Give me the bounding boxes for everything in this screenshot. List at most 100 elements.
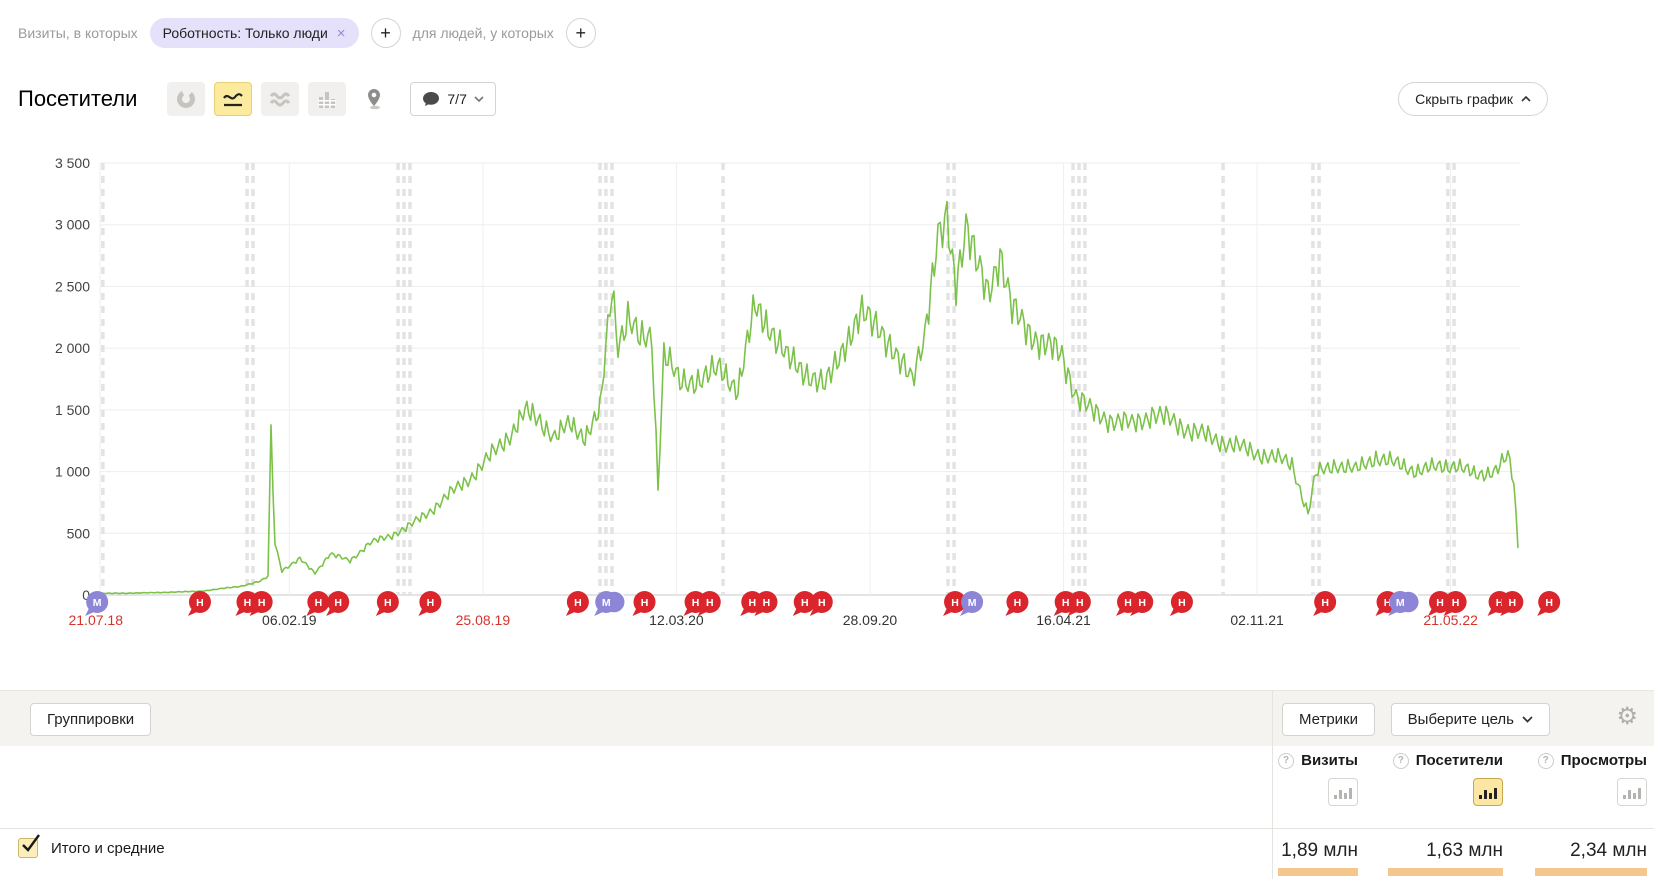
panel-divider: [1272, 690, 1273, 879]
comment-marker-letter: Н: [1496, 597, 1504, 609]
bar-chart-icon: [318, 92, 337, 108]
metric-header-pageviews: Просмотры: [1560, 752, 1647, 769]
map-view-button[interactable]: [355, 82, 393, 116]
y-axis-tick-label: 2 500: [55, 278, 90, 294]
bar-chart-type-button[interactable]: [308, 82, 347, 116]
comment-marker[interactable]: Н: [792, 591, 816, 616]
comment-marker-letter: Н: [1436, 597, 1444, 609]
visitors-line-series: [99, 200, 1519, 595]
comment-bubble-icon: [423, 92, 440, 106]
comment-marker[interactable]: Н: [1130, 591, 1154, 616]
y-axis-tick-label: 2 000: [55, 340, 90, 356]
help-icon[interactable]: ?: [1537, 752, 1554, 769]
comment-marker[interactable]: Н: [943, 591, 967, 616]
x-axis-date-label: 12.03.20: [649, 612, 704, 628]
comment-marker[interactable]: Н: [326, 591, 350, 616]
comment-marker-letter: М: [602, 597, 611, 609]
x-axis-date-label: 21.07.18: [68, 612, 123, 628]
comment-marker-letter: Н: [1124, 597, 1132, 609]
comments-count: 7/7: [447, 91, 467, 107]
metric-bars-button-pageviews[interactable]: [1617, 778, 1647, 806]
comment-marker-letter: Н: [748, 597, 756, 609]
comment-marker[interactable]: Н: [375, 591, 399, 616]
metric-bars-button-visits[interactable]: [1328, 778, 1358, 806]
y-axis-tick-label: 3 500: [55, 155, 90, 171]
area-chart-icon: [270, 92, 291, 107]
chevron-up-icon: [1521, 96, 1531, 102]
comment-marker-letter: Н: [258, 597, 266, 609]
comment-marker-letter: Н: [692, 597, 700, 609]
gear-icon[interactable]: ⚙: [1616, 703, 1638, 730]
comments-filter-button[interactable]: 7/7: [410, 82, 496, 116]
add-visit-condition-button[interactable]: +: [370, 18, 401, 48]
y-axis-tick-label: 0: [82, 587, 90, 603]
comment-marker-letter: М: [1396, 597, 1405, 609]
y-axis-tick-label: 500: [67, 525, 91, 541]
people-filter-label: для людей, у которых: [412, 25, 554, 41]
x-axis-date-label: 25.08.19: [456, 612, 511, 628]
metric-column-pageviews: ? Просмотры: [1537, 752, 1647, 806]
comment-marker[interactable]: Н: [1500, 591, 1524, 616]
comment-marker[interactable]: М: [1388, 590, 1421, 616]
comment-marker-letter: Н: [1014, 597, 1022, 609]
comment-marker[interactable]: Н: [418, 591, 442, 616]
comment-marker[interactable]: Н: [697, 591, 721, 616]
comment-marker-letter: Н: [1062, 597, 1070, 609]
comment-marker[interactable]: М: [594, 590, 626, 616]
comment-marker[interactable]: Н: [754, 591, 778, 616]
comment-marker-letter: Н: [427, 597, 435, 609]
total-users-value: 1,63 млн: [1426, 840, 1503, 861]
line-chart-type-button[interactable]: [214, 82, 253, 116]
metrics-button[interactable]: Метрики: [1281, 703, 1375, 736]
groupings-button[interactable]: Группировки: [30, 703, 152, 736]
line-chart-icon: [223, 93, 244, 107]
comment-marker[interactable]: Н: [1313, 591, 1337, 616]
comment-marker[interactable]: Н: [306, 591, 330, 616]
robots-filter-chip-label: Роботность: Только люди: [162, 25, 328, 41]
totals-divider: [0, 828, 1654, 829]
add-people-condition-button[interactable]: +: [565, 18, 596, 48]
metric-header-users: Посетители: [1415, 752, 1503, 769]
hide-chart-button[interactable]: Скрыть график: [1398, 82, 1548, 116]
comment-marker[interactable]: М: [85, 591, 109, 616]
comment-marker-letter: Н: [641, 597, 649, 609]
help-icon[interactable]: ?: [1392, 752, 1409, 769]
remove-filter-icon[interactable]: ×: [336, 24, 346, 42]
checkmark-icon: [22, 834, 40, 852]
comment-marker[interactable]: Н: [1443, 591, 1467, 616]
help-icon[interactable]: ?: [1278, 752, 1295, 769]
visitors-chart[interactable]: 0 500 1 000 1 500 2 000 2 500 3 000 3 500 21.07.…: [0, 140, 1654, 640]
chart-header: Посетители: [18, 82, 1636, 116]
pie-chart-type-button[interactable]: [167, 82, 206, 116]
comment-marker-letter: Н: [951, 597, 959, 609]
metric-bars-button-users[interactable]: [1473, 778, 1503, 806]
total-pageviews-bar: [1535, 868, 1647, 876]
choose-goal-button[interactable]: Выберите цель: [1390, 703, 1550, 736]
x-axis-date-label: 21.05.22: [1423, 612, 1478, 628]
comment-marker[interactable]: Н: [1169, 591, 1193, 616]
comment-marker[interactable]: Н: [565, 591, 589, 616]
comment-marker[interactable]: Н: [1428, 591, 1452, 616]
hide-chart-label: Скрыть график: [1415, 91, 1513, 107]
x-axis-date-label: 28.09.20: [843, 612, 898, 628]
comment-marker[interactable]: Н: [187, 591, 211, 616]
comment-marker[interactable]: Н: [249, 591, 273, 616]
comment-marker[interactable]: М: [960, 591, 984, 616]
comment-marker-letter: Н: [574, 597, 582, 609]
comment-marker-letter: М: [968, 597, 977, 609]
robots-filter-chip[interactable]: Роботность: Только люди ×: [149, 18, 359, 48]
comment-marker[interactable]: Н: [809, 591, 833, 616]
comment-marker-letter: Н: [818, 597, 826, 609]
comment-marker-letter: Н: [315, 597, 323, 609]
comment-marker[interactable]: Н: [1537, 591, 1561, 616]
totals-checkbox[interactable]: [18, 834, 40, 858]
report-panel: Группировки Метрики Выберите цель ⚙ ? Ви…: [0, 690, 1654, 879]
comment-marker[interactable]: Н: [632, 591, 656, 616]
comment-marker-letter: Н: [1076, 597, 1084, 609]
comment-marker[interactable]: Н: [1005, 591, 1029, 616]
area-chart-type-button[interactable]: [261, 82, 300, 116]
totals-row: Итого и средние: [18, 834, 165, 858]
comment-marker-letter: Н: [706, 597, 714, 609]
comment-marker[interactable]: Н: [1067, 591, 1091, 616]
x-axis-date-label: 02.11.21: [1230, 612, 1284, 628]
